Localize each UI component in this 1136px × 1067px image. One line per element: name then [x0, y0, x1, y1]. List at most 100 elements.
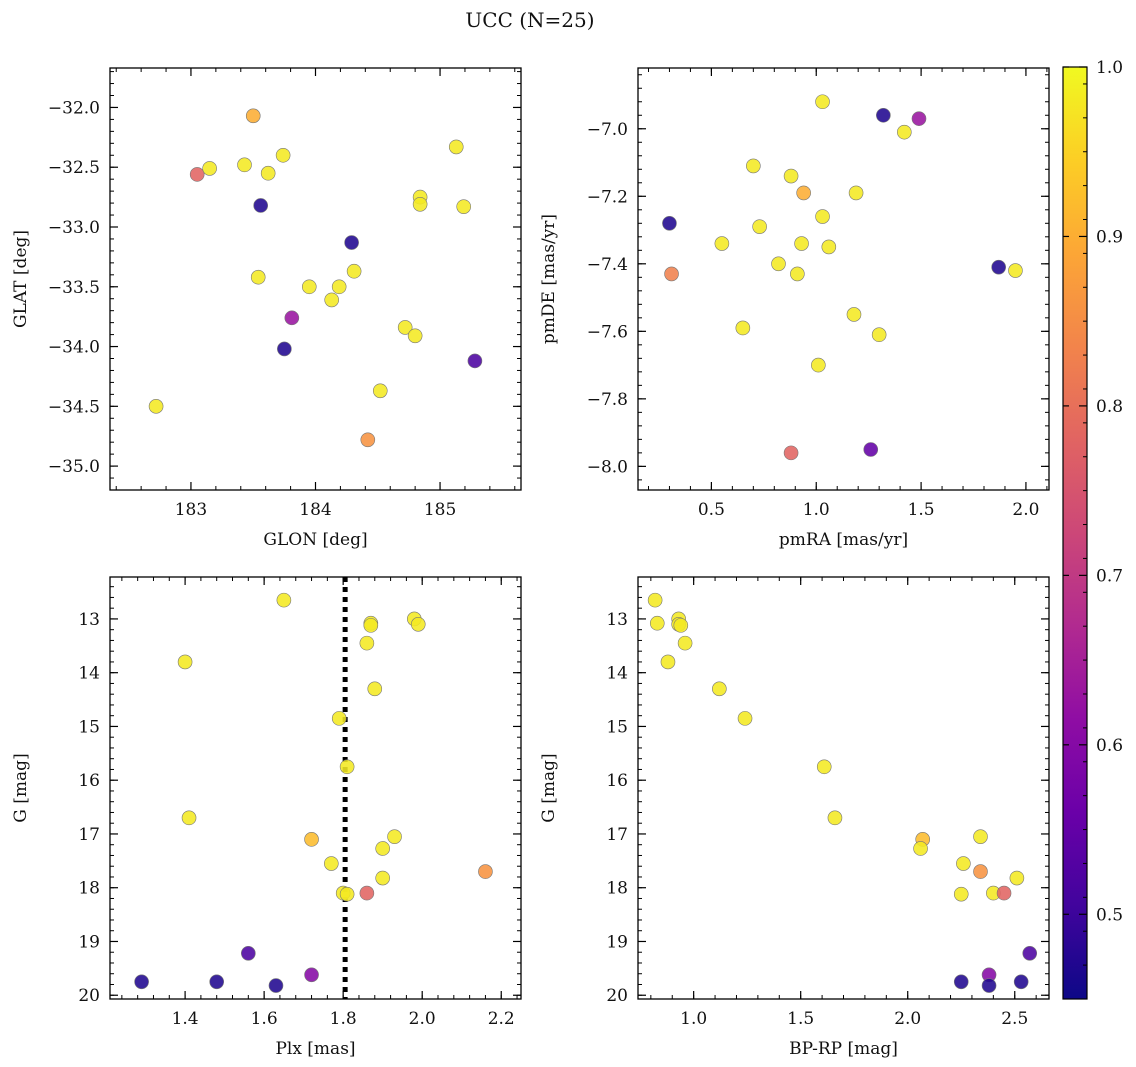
scatter-point	[816, 759, 832, 775]
colorbar-tick-label: 0.8	[1096, 397, 1123, 417]
scatter-point	[331, 279, 347, 295]
y-tick-label: 18	[78, 879, 100, 899]
scatter-point	[181, 810, 197, 826]
figure-title: UCC (N=25)	[465, 8, 594, 32]
y-axis-label: GLAT [deg]	[11, 230, 31, 328]
scatter-point	[339, 886, 355, 902]
scatter-point	[363, 618, 379, 633]
colorbar: 0.5 0.6 0.7 0.8 0.9 1.0	[1062, 58, 1123, 1000]
scatter-point	[245, 108, 261, 124]
x-tick-label: 1.0	[803, 500, 830, 520]
colorbar-tick-label: 1.0	[1096, 58, 1123, 78]
scatter-point	[367, 681, 383, 697]
scatter-point	[796, 185, 811, 201]
scatter-point	[660, 654, 676, 670]
x-axis-label: BP-RP [mag]	[789, 1039, 898, 1059]
y-tick-label: 17	[78, 825, 100, 845]
plot-frame	[637, 67, 1050, 491]
x-tick-label: 2.5	[1001, 1009, 1028, 1029]
scatter-point	[359, 885, 375, 901]
scatter-point	[387, 829, 402, 844]
plot-frame	[637, 576, 1050, 1000]
panel-4: 1.0 1.5 2.0 2.5 13 14 15 16 17 18 19 20 BP-RP [mag] G…	[539, 576, 1050, 1059]
scatter-point	[794, 236, 809, 251]
x-tick-label: 2.0	[409, 1009, 436, 1029]
scatter-point	[1008, 263, 1023, 278]
panel-2: 0.5 1.0 1.5 2.0 −8.0 −7.8 −7.6 −7.4 −7.2 −7.0 pmRA…	[539, 67, 1050, 550]
y-tick-label: 16	[78, 771, 100, 791]
y-tick-label: 13	[606, 610, 628, 630]
y-tick-label: 19	[606, 932, 628, 952]
x-tick-label: 1.4	[172, 1009, 199, 1029]
scatter-point	[375, 841, 390, 856]
scatter-point	[1022, 946, 1038, 961]
y-axis-label: G [mag]	[539, 753, 559, 822]
scatter-point	[375, 870, 390, 886]
scatter-point	[911, 111, 927, 126]
scatter-point	[827, 810, 843, 826]
y-tick-label: −33.5	[48, 278, 100, 298]
scatter-point	[815, 209, 830, 224]
scatter-point	[677, 635, 693, 651]
y-tick-label: 15	[78, 717, 100, 737]
y-tick-label: 15	[606, 717, 628, 737]
scatter-point	[863, 442, 879, 457]
plot-frame	[109, 67, 522, 491]
x-axis-label: GLON [deg]	[263, 530, 367, 550]
scatter-point	[412, 196, 428, 212]
y-tick-label: 16	[606, 771, 628, 791]
y-tick-label: −8.0	[587, 457, 628, 477]
scatter-point	[407, 328, 423, 344]
x-tick-label: 1.0	[680, 1009, 707, 1029]
x-tick-label: 0.5	[698, 500, 725, 520]
y-tick-label: −7.0	[587, 120, 628, 140]
scatter-point	[359, 635, 375, 651]
scatter-point	[649, 615, 665, 631]
scatter-point	[714, 236, 730, 251]
scatter-point	[346, 263, 362, 279]
x-tick-label: 184	[299, 500, 331, 520]
scatter-point	[790, 266, 805, 282]
scatter-point	[821, 239, 837, 255]
scatter-point	[981, 978, 997, 993]
scatter-point	[304, 832, 319, 847]
y-axis-label: pmDE [mas/yr]	[539, 214, 559, 344]
scatter-point	[973, 864, 988, 879]
plot-frame	[109, 576, 522, 1000]
y-tick-label: 19	[78, 932, 100, 952]
scatter-point	[991, 259, 1006, 275]
x-axis-label: pmRA [mas/yr]	[779, 530, 908, 550]
y-tick-label: 20	[78, 986, 100, 1006]
scatter-point	[876, 107, 891, 123]
panel-3: 1.4 1.6 1.8 2.0 2.2 13 14 15 16 17 18 19 20 Plx [mas]…	[11, 576, 522, 1059]
y-tick-label: 14	[606, 664, 628, 684]
scatter-point	[134, 974, 149, 990]
scatter-point	[250, 269, 266, 285]
scatter-point	[913, 841, 928, 856]
scatter-point	[662, 215, 677, 231]
x-axis-label: Plx [mas]	[275, 1039, 355, 1059]
scatter-point	[956, 856, 971, 871]
scatter-point	[752, 219, 767, 234]
scatter-point	[783, 168, 799, 184]
y-tick-label: −34.0	[48, 338, 100, 358]
scatter-point	[811, 357, 826, 373]
scatter-point	[456, 199, 472, 214]
scatter-point	[973, 829, 988, 844]
scatter-point	[331, 711, 347, 726]
scatter-point	[448, 139, 464, 155]
scatter-point	[746, 158, 761, 174]
scatter-point	[202, 161, 217, 176]
panel-1: 183 184 185 −35.0 −34.5 −34.0 −33.5 −33.0 −32.5 −…	[11, 67, 522, 550]
scatter-point	[871, 327, 887, 343]
scatter-point	[846, 307, 862, 322]
y-tick-label: −7.6	[587, 322, 628, 342]
scatter-point	[275, 147, 291, 163]
scatter-point	[260, 165, 276, 181]
scatter-point	[189, 167, 205, 182]
plot-area	[148, 108, 483, 448]
scatter-point	[735, 320, 751, 336]
scatter-point	[897, 124, 912, 140]
scatter-point	[815, 94, 830, 110]
